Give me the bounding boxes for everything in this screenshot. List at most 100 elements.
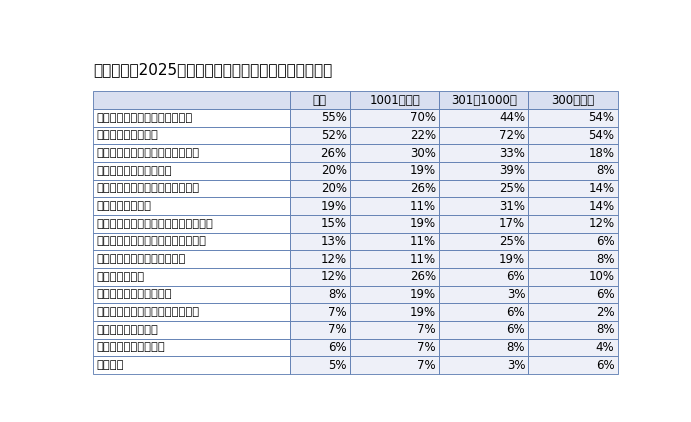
Bar: [290, 268, 350, 286]
Text: 30%: 30%: [410, 146, 436, 160]
Bar: [93, 91, 290, 109]
Bar: [529, 303, 618, 321]
Text: 52%: 52%: [321, 129, 347, 142]
Bar: [529, 197, 618, 215]
Text: 5%: 5%: [328, 359, 347, 372]
Text: 12%: 12%: [321, 270, 347, 283]
Bar: [350, 321, 439, 338]
Text: 採用スケジュールの遅延対策: 採用スケジュールの遅延対策: [97, 254, 186, 264]
Bar: [290, 303, 350, 321]
Text: ［図表９］2025年卒採用で苦労したこと（複数回答）: ［図表９］2025年卒採用で苦労したこと（複数回答）: [93, 62, 332, 77]
Text: 採用ホームページのブラッシュアップ: 採用ホームページのブラッシュアップ: [97, 219, 214, 229]
Text: 8%: 8%: [596, 253, 614, 265]
Bar: [93, 338, 290, 356]
Bar: [290, 197, 350, 215]
Bar: [439, 180, 529, 197]
Bar: [290, 286, 350, 303]
Bar: [439, 109, 529, 127]
Bar: [439, 91, 529, 109]
Bar: [290, 180, 350, 197]
Text: 特にない: 特にない: [97, 360, 124, 370]
Text: 2%: 2%: [596, 306, 614, 319]
Bar: [439, 250, 529, 268]
Text: 15%: 15%: [321, 217, 347, 230]
Text: 301～1000名: 301～1000名: [451, 94, 517, 107]
Bar: [439, 233, 529, 250]
Text: 44%: 44%: [499, 111, 525, 124]
Bar: [93, 144, 290, 162]
Text: 8%: 8%: [596, 323, 614, 336]
Bar: [350, 250, 439, 268]
Text: 19%: 19%: [410, 164, 436, 177]
Bar: [290, 356, 350, 374]
Text: 19%: 19%: [410, 217, 436, 230]
Bar: [439, 268, 529, 286]
Text: 11%: 11%: [410, 200, 436, 213]
Text: 理系採用の強化: 理系採用の強化: [97, 272, 144, 282]
Bar: [529, 215, 618, 233]
Bar: [529, 109, 618, 127]
Bar: [290, 233, 350, 250]
Text: 19%: 19%: [499, 253, 525, 265]
Text: 17%: 17%: [499, 217, 525, 230]
Bar: [350, 91, 439, 109]
Bar: [290, 215, 350, 233]
Bar: [350, 286, 439, 303]
Text: 54%: 54%: [589, 129, 614, 142]
Text: 12%: 12%: [588, 217, 614, 230]
Text: 1001名以上: 1001名以上: [369, 94, 420, 107]
Bar: [529, 162, 618, 180]
Text: 20%: 20%: [321, 164, 347, 177]
Text: 33%: 33%: [500, 146, 525, 160]
Text: 20%: 20%: [321, 182, 347, 195]
Bar: [93, 286, 290, 303]
Text: 26%: 26%: [410, 182, 436, 195]
Text: 72%: 72%: [499, 129, 525, 142]
Bar: [93, 127, 290, 144]
Text: 300名以下: 300名以下: [551, 94, 594, 107]
Text: 11%: 11%: [410, 253, 436, 265]
Bar: [93, 233, 290, 250]
Text: 26%: 26%: [410, 270, 436, 283]
Bar: [350, 127, 439, 144]
Text: 7%: 7%: [417, 359, 436, 372]
Bar: [529, 91, 618, 109]
Text: 25%: 25%: [499, 235, 525, 248]
Text: 8%: 8%: [596, 164, 614, 177]
Bar: [439, 162, 529, 180]
Text: 6%: 6%: [596, 288, 614, 301]
Bar: [529, 268, 618, 286]
Text: 7%: 7%: [328, 306, 347, 319]
Bar: [529, 356, 618, 374]
Bar: [290, 109, 350, 127]
Text: 10%: 10%: [589, 270, 614, 283]
Bar: [93, 268, 290, 286]
Bar: [290, 162, 350, 180]
Bar: [529, 180, 618, 197]
Text: 18%: 18%: [589, 146, 614, 160]
Bar: [290, 321, 350, 338]
Text: 3%: 3%: [507, 359, 525, 372]
Text: 14%: 14%: [588, 182, 614, 195]
Bar: [350, 233, 439, 250]
Bar: [529, 321, 618, 338]
Text: 7%: 7%: [417, 341, 436, 354]
Text: 55%: 55%: [321, 111, 347, 124]
Bar: [439, 303, 529, 321]
Text: 12%: 12%: [321, 253, 347, 265]
Bar: [350, 109, 439, 127]
Text: ターゲット層の応募者を集める: ターゲット層の応募者を集める: [97, 113, 193, 123]
Bar: [93, 109, 290, 127]
Bar: [93, 180, 290, 197]
Text: 26%: 26%: [321, 146, 347, 160]
Bar: [350, 338, 439, 356]
Bar: [439, 215, 529, 233]
Bar: [439, 144, 529, 162]
Bar: [529, 144, 618, 162]
Bar: [93, 215, 290, 233]
Bar: [93, 250, 290, 268]
Text: 6%: 6%: [328, 341, 347, 354]
Text: 全体: 全体: [313, 94, 327, 107]
Bar: [290, 91, 350, 109]
Text: 7%: 7%: [417, 323, 436, 336]
